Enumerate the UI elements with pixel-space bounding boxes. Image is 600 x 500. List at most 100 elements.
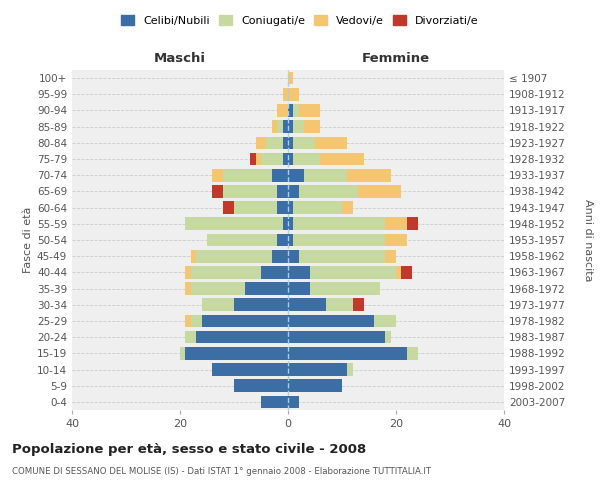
Bar bbox=[293, 202, 342, 214]
Bar bbox=[191, 314, 202, 328]
Bar bbox=[272, 250, 288, 262]
Bar bbox=[293, 120, 304, 133]
Text: Popolazione per età, sesso e stato civile - 2008: Popolazione per età, sesso e stato civil… bbox=[12, 442, 366, 456]
Bar bbox=[288, 363, 347, 376]
Bar bbox=[385, 250, 396, 262]
Bar bbox=[223, 169, 272, 181]
Bar bbox=[245, 282, 288, 295]
Bar bbox=[293, 218, 385, 230]
Y-axis label: Fasce di età: Fasce di età bbox=[23, 207, 33, 273]
Bar bbox=[202, 298, 234, 311]
Bar bbox=[347, 363, 353, 376]
Bar bbox=[315, 136, 347, 149]
Bar bbox=[326, 298, 353, 311]
Bar bbox=[185, 347, 288, 360]
Bar bbox=[288, 88, 299, 101]
Bar bbox=[266, 136, 283, 149]
Bar bbox=[191, 250, 196, 262]
Bar bbox=[374, 314, 396, 328]
Bar bbox=[288, 250, 299, 262]
Legend: Celibi/Nubili, Coniugati/e, Vedovi/e, Divorziati/e: Celibi/Nubili, Coniugati/e, Vedovi/e, Di… bbox=[117, 10, 483, 30]
Bar bbox=[256, 152, 261, 166]
Bar bbox=[283, 218, 288, 230]
Bar bbox=[185, 218, 283, 230]
Bar bbox=[396, 266, 401, 278]
Bar bbox=[288, 72, 293, 85]
Bar bbox=[310, 266, 396, 278]
Bar bbox=[212, 185, 223, 198]
Bar bbox=[293, 234, 385, 246]
Bar bbox=[234, 380, 288, 392]
Bar bbox=[261, 152, 283, 166]
Bar bbox=[288, 234, 293, 246]
Bar bbox=[234, 202, 277, 214]
Bar bbox=[185, 331, 196, 344]
Bar bbox=[288, 266, 310, 278]
Text: Femmine: Femmine bbox=[362, 52, 430, 65]
Bar bbox=[283, 120, 288, 133]
Bar bbox=[288, 331, 385, 344]
Bar bbox=[310, 282, 380, 295]
Bar bbox=[299, 104, 320, 117]
Bar bbox=[385, 218, 407, 230]
Bar bbox=[234, 298, 288, 311]
Bar bbox=[347, 169, 391, 181]
Bar bbox=[277, 120, 283, 133]
Bar bbox=[277, 234, 288, 246]
Bar bbox=[283, 136, 288, 149]
Bar bbox=[272, 120, 277, 133]
Bar bbox=[277, 104, 288, 117]
Bar bbox=[283, 152, 288, 166]
Bar bbox=[196, 250, 272, 262]
Bar bbox=[288, 185, 299, 198]
Bar bbox=[223, 185, 277, 198]
Bar bbox=[342, 202, 353, 214]
Bar bbox=[293, 104, 299, 117]
Bar bbox=[288, 314, 374, 328]
Bar bbox=[293, 152, 320, 166]
Bar bbox=[288, 152, 293, 166]
Bar bbox=[288, 380, 342, 392]
Bar bbox=[288, 169, 304, 181]
Text: Anni di nascita: Anni di nascita bbox=[583, 198, 593, 281]
Bar bbox=[196, 331, 288, 344]
Bar bbox=[207, 234, 277, 246]
Bar bbox=[304, 169, 347, 181]
Bar bbox=[202, 314, 288, 328]
Bar bbox=[293, 136, 315, 149]
Bar bbox=[385, 234, 407, 246]
Bar bbox=[288, 298, 326, 311]
Bar bbox=[180, 347, 185, 360]
Bar bbox=[185, 282, 191, 295]
Bar bbox=[288, 347, 407, 360]
Bar bbox=[320, 152, 364, 166]
Bar bbox=[288, 202, 293, 214]
Bar bbox=[288, 120, 293, 133]
Bar bbox=[353, 298, 364, 311]
Bar bbox=[223, 202, 234, 214]
Bar bbox=[407, 218, 418, 230]
Bar bbox=[288, 282, 310, 295]
Bar bbox=[191, 282, 245, 295]
Bar bbox=[288, 218, 293, 230]
Bar bbox=[277, 202, 288, 214]
Bar bbox=[191, 266, 261, 278]
Bar bbox=[185, 266, 191, 278]
Bar bbox=[272, 169, 288, 181]
Bar bbox=[288, 136, 293, 149]
Bar bbox=[250, 152, 256, 166]
Bar bbox=[185, 314, 191, 328]
Bar bbox=[358, 185, 401, 198]
Bar bbox=[401, 266, 412, 278]
Bar bbox=[277, 185, 288, 198]
Bar bbox=[299, 185, 358, 198]
Bar bbox=[283, 88, 288, 101]
Bar bbox=[261, 396, 288, 408]
Bar bbox=[212, 363, 288, 376]
Bar bbox=[256, 136, 266, 149]
Bar bbox=[212, 169, 223, 181]
Bar bbox=[407, 347, 418, 360]
Text: COMUNE DI SESSANO DEL MOLISE (IS) - Dati ISTAT 1° gennaio 2008 - Elaborazione TU: COMUNE DI SESSANO DEL MOLISE (IS) - Dati… bbox=[12, 468, 431, 476]
Text: Maschi: Maschi bbox=[154, 52, 206, 65]
Bar bbox=[385, 331, 391, 344]
